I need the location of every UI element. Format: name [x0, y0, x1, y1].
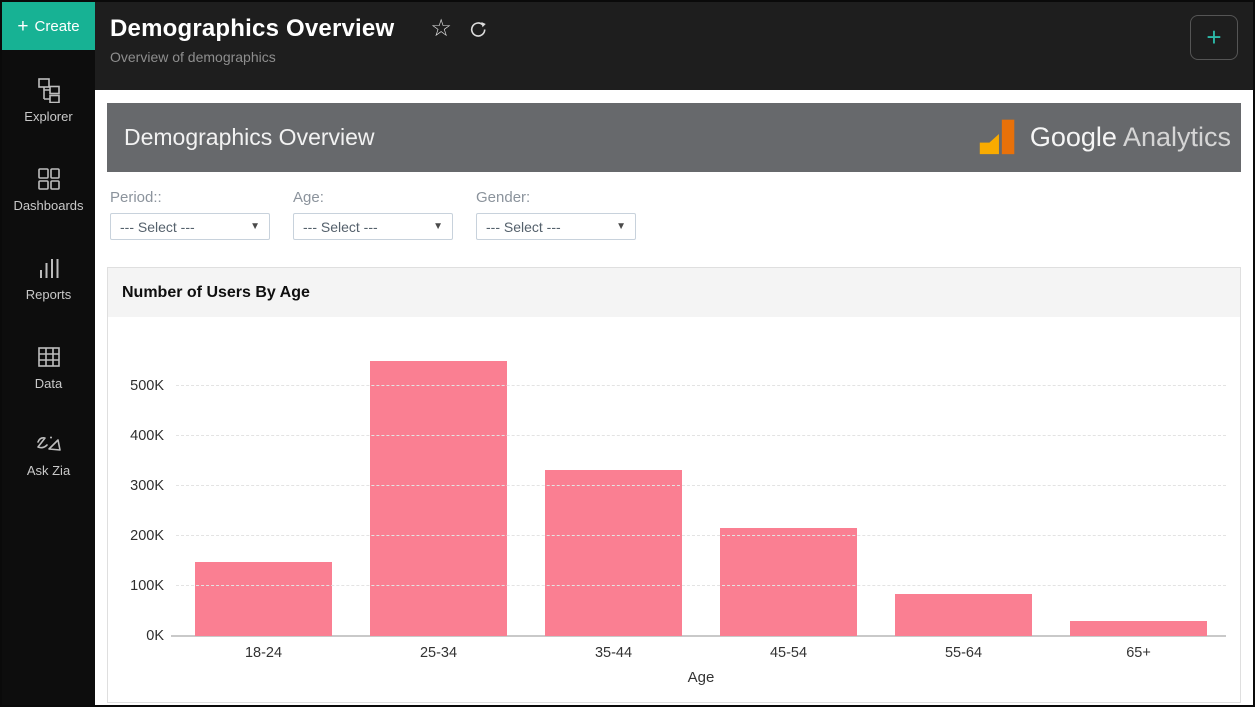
filter-label: Period::	[110, 189, 162, 206]
gridline	[176, 435, 1226, 436]
sidebar-item-label: Explorer	[24, 109, 73, 124]
filters-row: Period:: --- Select --- ▼ Age: --- Selec…	[107, 189, 1241, 240]
bar-cell	[526, 351, 701, 636]
page-subtitle: Overview of demographics	[110, 49, 276, 65]
x-tick-label: 45-54	[769, 645, 808, 661]
chart-card-header: Number of Users By Age	[108, 268, 1240, 317]
x-tick-label: 65+	[1126, 645, 1151, 661]
dashboards-icon	[36, 166, 62, 192]
x-tick-label: 35-44	[594, 645, 633, 661]
sidebar-item-label: Dashboards	[13, 198, 84, 213]
refresh-icon[interactable]	[468, 19, 489, 40]
x-ticks-row: 18-24 25-34 35-44 45-54 55-64 65+	[176, 636, 1226, 661]
chevron-down-icon: ▼	[250, 221, 260, 232]
bar-45-54[interactable]	[720, 527, 857, 636]
create-button-label: Create	[34, 17, 80, 35]
create-button[interactable]: + Create	[2, 2, 95, 50]
x-tick-label: 18-24	[244, 645, 283, 661]
bar-55-64[interactable]	[895, 593, 1032, 636]
sidebar: + Create Explorer	[2, 2, 95, 705]
content: Demographics Overview Google Analytics	[95, 90, 1253, 705]
google-analytics-icon	[975, 112, 1021, 163]
reports-icon	[36, 255, 62, 281]
sidebar-item-explorer[interactable]: Explorer	[2, 76, 95, 124]
sidebar-item-label: Ask Zia	[26, 463, 71, 478]
sidebar-nav: Explorer Dashboards	[2, 76, 95, 520]
google-analytics-wordmark: Google Analytics	[1029, 122, 1231, 152]
filter-label: Age:	[293, 189, 324, 206]
age-filter-select[interactable]: --- Select --- ▼	[293, 213, 453, 240]
gridline	[176, 385, 1226, 386]
bar-65+[interactable]	[1070, 621, 1207, 636]
filter-gender: Gender: --- Select --- ▼	[476, 189, 636, 240]
y-tick-label: 100K	[130, 578, 164, 594]
dashboard-banner: Demographics Overview Google Analytics	[107, 103, 1241, 172]
page-title: Demographics Overview	[110, 15, 395, 42]
x-axis-label: Age	[687, 669, 715, 686]
chevron-down-icon: ▼	[433, 221, 443, 232]
chart-title: Number of Users By Age	[122, 283, 310, 301]
bar-35-44[interactable]	[545, 469, 682, 636]
x-tick-label: 25-34	[419, 645, 458, 661]
bar-25-34[interactable]	[370, 361, 507, 636]
data-icon	[36, 344, 62, 370]
add-button[interactable]: +	[1190, 15, 1238, 60]
y-tick-label: 200K	[130, 528, 164, 544]
sidebar-item-label: Data	[34, 376, 63, 391]
sidebar-item-data[interactable]: Data	[2, 344, 95, 391]
selected-value: --- Select ---	[303, 218, 378, 235]
star-icon[interactable]: ☆	[430, 15, 452, 42]
bar-18-24[interactable]	[195, 562, 332, 636]
sidebar-item-dashboards[interactable]: Dashboards	[2, 166, 95, 213]
topbar: Demographics Overview ☆ Overview of demo…	[95, 2, 1253, 90]
selected-value: --- Select ---	[120, 218, 195, 235]
explorer-icon	[35, 76, 62, 103]
banner-title: Demographics Overview	[124, 124, 375, 150]
bar-cell	[176, 351, 351, 636]
x-tick-label: 55-64	[944, 645, 983, 661]
sidebar-item-reports[interactable]: Reports	[2, 255, 95, 302]
chart-card: Number of Users By Age 0K 100K 200K 300K 400…	[107, 267, 1241, 703]
bar-cell	[1051, 351, 1226, 636]
y-tick-label: 0K	[146, 628, 164, 644]
chevron-down-icon: ▼	[616, 221, 626, 232]
y-tick-label: 400K	[130, 428, 164, 444]
ask-zia-icon	[34, 433, 64, 457]
plus-icon: +	[1206, 22, 1222, 52]
bar-cell	[351, 351, 526, 636]
gender-filter-select[interactable]: --- Select --- ▼	[476, 213, 636, 240]
sidebar-item-ask-zia[interactable]: Ask Zia	[2, 433, 95, 478]
gridline	[176, 485, 1226, 486]
plus-icon: +	[17, 15, 29, 37]
selected-value: --- Select ---	[486, 218, 561, 235]
y-tick-label: 500K	[130, 378, 164, 394]
google-analytics-logo: Google Analytics	[975, 112, 1231, 163]
main-column: Demographics Overview ☆ Overview of demo…	[95, 2, 1253, 705]
period-filter-select[interactable]: --- Select --- ▼	[110, 213, 270, 240]
bars-row	[176, 351, 1226, 636]
filter-period: Period:: --- Select --- ▼	[110, 189, 270, 240]
gridline	[176, 585, 1226, 586]
x-axis-line	[171, 635, 1226, 637]
filter-label: Gender:	[476, 189, 531, 206]
bar-cell	[701, 351, 876, 636]
plot-area: 0K 100K 200K 300K 400K 500K	[130, 351, 1226, 644]
y-tick-label: 300K	[130, 478, 164, 494]
gridline	[176, 535, 1226, 536]
chart-body: 0K 100K 200K 300K 400K 500K 18-24 25-34 35-44 45…	[108, 317, 1240, 702]
bar-cell	[876, 351, 1051, 636]
filter-age: Age: --- Select --- ▼	[293, 189, 453, 240]
sidebar-item-label: Reports	[25, 287, 72, 302]
